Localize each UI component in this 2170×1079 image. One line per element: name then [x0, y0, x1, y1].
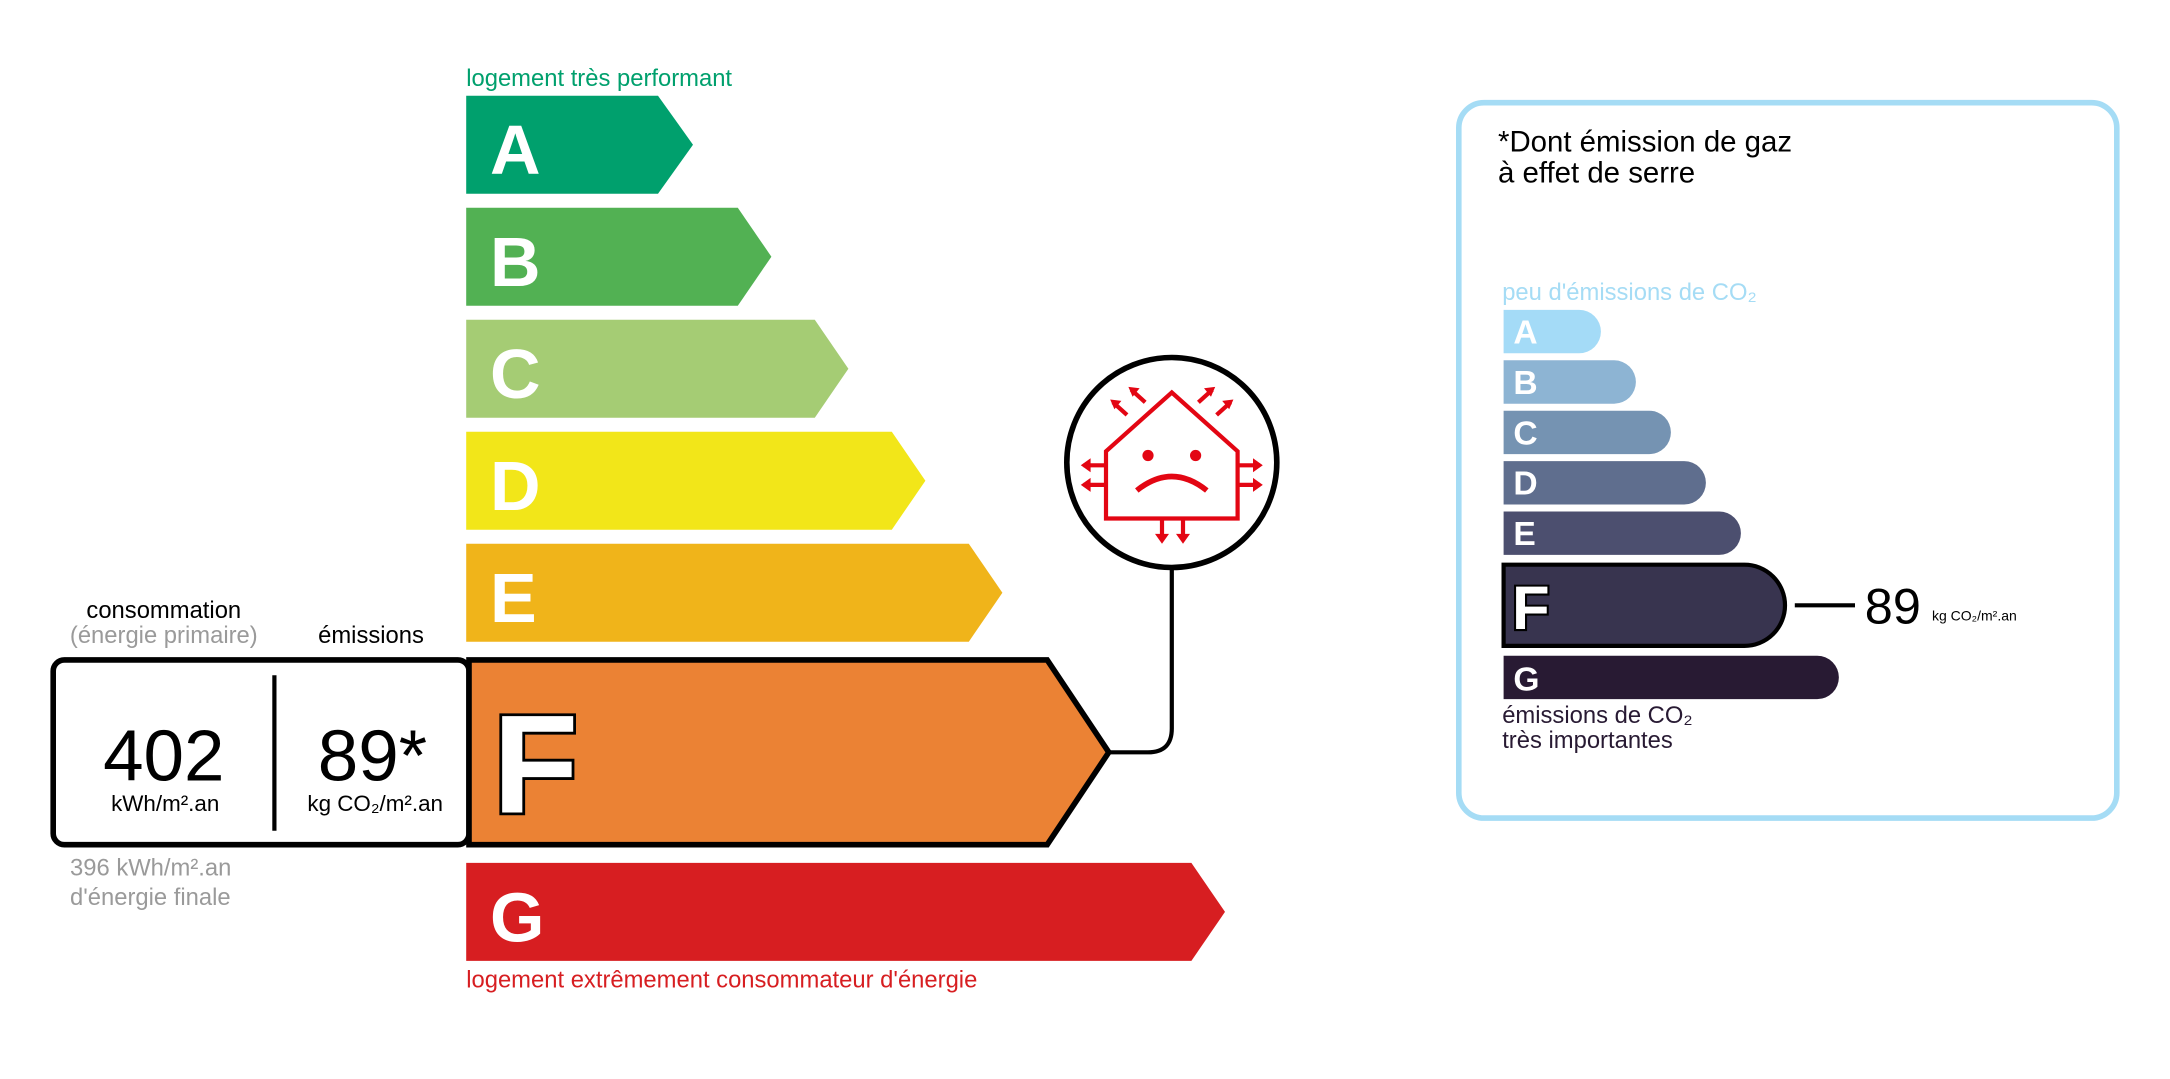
ges-class-letter: F: [1512, 574, 1550, 643]
energy-value-box: 402 kWh/m².an 89* kg CO₂/m².an: [50, 657, 472, 848]
ges-top-label: peu d'émissions de CO₂: [1502, 279, 1757, 306]
energy-class-letter: F: [493, 686, 579, 843]
final-energy-value: 396 kWh/m².an: [70, 855, 231, 882]
ges-class-letter: C: [1513, 415, 1537, 452]
energy-class-b: B: [466, 207, 772, 306]
ges-class-letter: D: [1513, 466, 1537, 503]
emissions-heading: émissions: [318, 622, 424, 649]
energy-class-e: E: [466, 543, 1003, 642]
ges-bottom-label-line1: émissions de CO₂: [1502, 702, 1692, 729]
energy-bottom-label: logement extrêmement consommateur d'éner…: [466, 967, 977, 994]
ges-class-c: C: [1503, 410, 1671, 455]
energy-class-d: D: [466, 431, 926, 530]
ges-class-a: A: [1503, 309, 1601, 354]
energy-top-label: logement très performant: [466, 65, 732, 92]
ges-class-b: B: [1503, 360, 1636, 404]
energy-class-letter: D: [490, 447, 541, 525]
energy-class-f-current: F: [466, 657, 1113, 848]
energy-class-letter: G: [490, 878, 544, 956]
ges-title-line1: *Dont émission de gaz: [1498, 126, 1792, 159]
ges-panel: *Dont émission de gaz à effet de serre p…: [1456, 99, 2120, 821]
ges-class-letter: E: [1513, 516, 1535, 553]
consumption-unit: kWh/m².an: [111, 791, 219, 816]
energy-class-letter: C: [490, 335, 541, 413]
emissions-value: 89*: [318, 715, 427, 796]
ges-bottom-label-line2: très importantes: [1502, 727, 1673, 754]
energy-class-letter: E: [490, 559, 537, 637]
energy-class-a: A: [466, 95, 693, 194]
final-energy-label: d'énergie finale: [70, 884, 231, 911]
consumption-subheading: (énergie primaire): [70, 622, 258, 649]
energy-class-g: G: [466, 862, 1225, 961]
ges-class-f-current: F: [1501, 562, 1788, 648]
ges-class-e: E: [1503, 511, 1741, 555]
ges-class-d: D: [1503, 461, 1706, 505]
consumption-heading: consommation: [86, 597, 241, 624]
ges-class-g: G: [1503, 655, 1839, 700]
energy-class-letter: A: [490, 111, 541, 189]
emissions-unit: kg CO₂/m².an: [307, 791, 443, 816]
energy-class-letter: B: [490, 223, 541, 301]
ges-title-line2: à effet de serre: [1498, 157, 1695, 190]
ges-class-letter: G: [1513, 662, 1539, 699]
ges-class-letter: B: [1513, 365, 1537, 402]
ges-class-letter: A: [1513, 315, 1537, 352]
energy-class-c: C: [466, 319, 849, 418]
consumption-value: 402: [103, 715, 224, 796]
ges-unit: kg CO₂/m².an: [1932, 608, 2017, 624]
sad-house-heat-loss-icon: [1064, 354, 1280, 571]
icon-connector-line: [1108, 567, 1174, 755]
ges-value: 89: [1865, 578, 1921, 635]
